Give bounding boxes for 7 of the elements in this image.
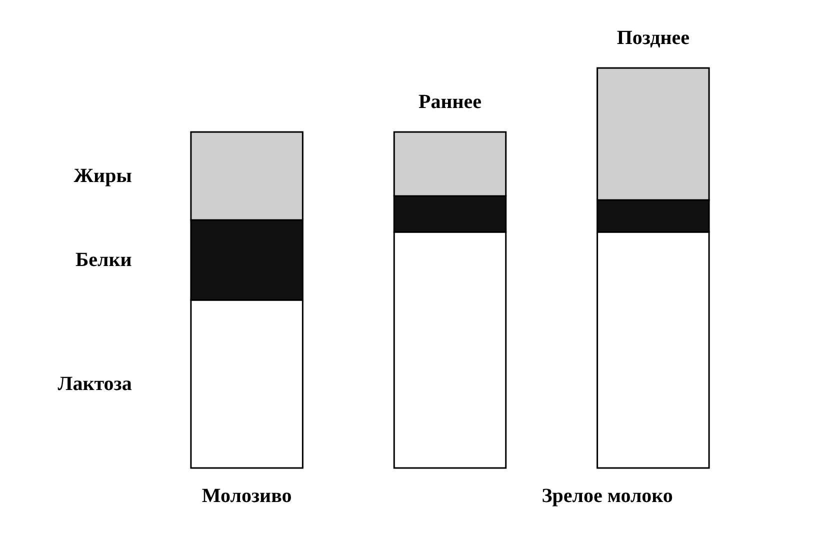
text: Зрелое молоко <box>542 485 673 507</box>
text: Жиры <box>74 165 132 187</box>
x-tick-label: Молозиво <box>202 485 292 507</box>
text: Белки <box>75 249 132 271</box>
text: Лактоза <box>58 373 132 395</box>
x-tick-label: Раннее <box>418 91 482 113</box>
x-tick-label: Позднее <box>616 27 690 49</box>
